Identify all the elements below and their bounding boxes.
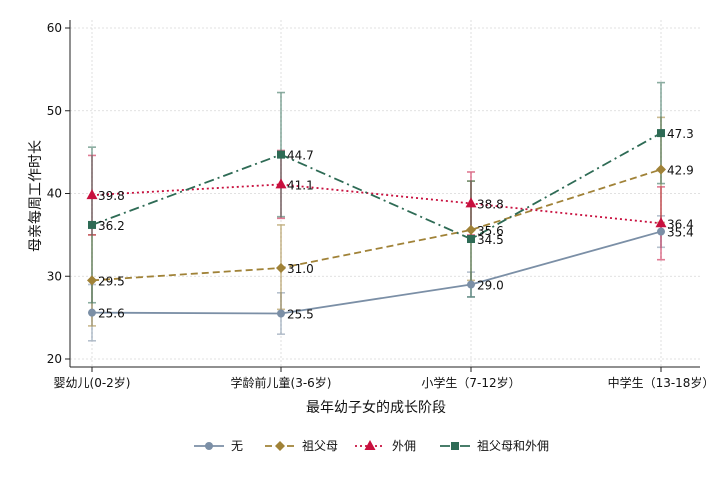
marker-triangle [465,197,477,208]
marker-diamond [275,441,285,451]
marker-square [277,150,285,159]
marker-diamond [656,164,666,175]
data-labels: 25.6 25.5 29.0 35.4 29.5 31.0 35.6 42.9 39.8 41.1… [98,127,694,321]
x-tick-label: 中学生（13-18岁） [608,375,715,390]
series-lines [91,132,662,315]
marker-triangle [275,178,287,189]
legend-label: 祖父母和外佣 [477,438,549,453]
data-label: 25.6 [98,307,125,321]
legend-label: 外佣 [392,439,416,453]
data-label: 47.3 [667,127,694,141]
y-axis-title: 母亲每周工作时长 [28,140,44,252]
marker-triangle [86,189,98,200]
data-label: 36.4 [667,217,694,231]
marker-diamond [466,224,476,235]
marker-square [88,220,96,229]
series-markers [86,129,667,318]
x-tick-label: 婴幼儿(0-2岁) [54,375,131,390]
marker-circle [88,308,96,317]
series-line [91,132,662,241]
data-label: 39.8 [98,189,125,203]
data-label: 29.0 [477,279,504,293]
data-label: 42.9 [667,164,694,178]
legend-item: 外佣 [355,439,416,453]
axes: 20 30 40 50 60 婴幼儿(0-2岁) 学龄前儿童(3-6岁) 小学生（7-12岁）… [47,20,715,390]
legend-label: 无 [231,439,243,453]
data-label: 38.8 [477,197,504,211]
y-tick-label: 50 [47,104,62,118]
y-tick-label: 20 [47,352,62,366]
data-label: 25.5 [287,307,314,321]
data-label: 35.4 [667,226,694,240]
marker-square [467,235,475,244]
data-label: 31.0 [287,262,314,276]
data-label: 41.1 [287,178,314,192]
marker-circle [467,280,475,289]
x-tick-label: 学龄前儿童(3-6岁) [231,375,332,390]
series-line [91,183,662,225]
x-axis-title: 最年幼子女的成长阶段 [306,399,446,416]
marker-diamond [87,275,97,286]
marker-triangle [364,440,376,450]
series-line [91,168,662,282]
marker-circle [277,309,285,318]
y-tick-label: 60 [47,21,62,35]
data-label: 29.5 [98,274,125,288]
marker-circle [657,227,665,236]
marker-circle [205,442,213,450]
marker-square [657,129,665,138]
data-label: 34.5 [477,233,504,247]
y-tick-label: 30 [47,269,62,283]
legend-label: 祖父母 [302,438,338,453]
series-line [91,230,662,315]
data-label: 44.7 [287,149,314,163]
grid-lines [70,20,700,367]
data-label: 35.6 [477,224,504,238]
marker-triangle [655,217,667,228]
data-label: 36.2 [98,219,125,233]
legend: 无 祖父母 外佣 祖父母和外佣 [194,438,549,453]
marker-square [451,442,459,450]
error-bars [88,81,665,342]
marker-diamond [276,262,286,273]
legend-item: 无 [194,439,243,453]
x-tick-label: 小学生（7-12岁） [421,375,520,390]
y-tick-label: 40 [47,187,62,201]
legend-item: 祖父母 [265,438,338,453]
legend-item: 祖父母和外佣 [440,438,549,453]
